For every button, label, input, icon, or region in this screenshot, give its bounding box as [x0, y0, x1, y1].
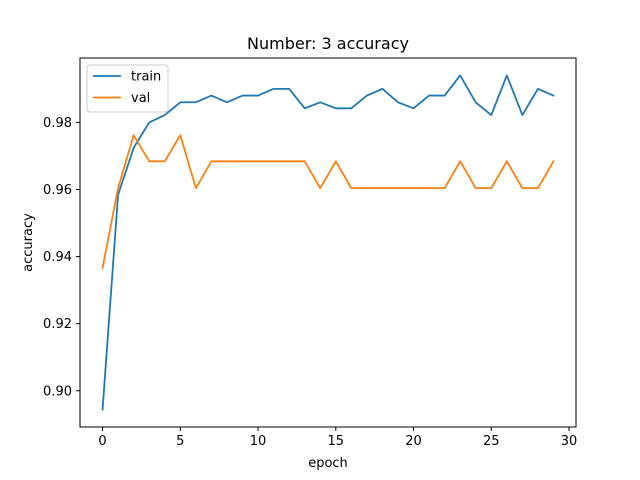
- y-tick-label: 0.96: [43, 183, 72, 198]
- y-tick-label: 0.98: [43, 116, 72, 131]
- chart-title: Number: 3 accuracy: [247, 34, 409, 53]
- x-tick-label: 5: [176, 434, 184, 449]
- x-axis-title: epoch: [308, 456, 348, 471]
- x-axis: 0 5 10 15 20 25 30: [98, 427, 577, 449]
- legend-label-val: val: [131, 91, 150, 106]
- x-tick-label: 25: [483, 434, 500, 449]
- y-tick-label: 0.90: [43, 384, 72, 399]
- legend-label-train: train: [131, 70, 161, 85]
- x-tick-label: 30: [561, 434, 578, 449]
- plot-area: [101, 74, 555, 411]
- plot-frame: [79, 57, 577, 428]
- series-line-val: [101, 134, 555, 270]
- y-tick-label: 0.92: [43, 317, 72, 332]
- x-tick-label: 20: [405, 434, 422, 449]
- legend: train val: [86, 64, 169, 113]
- y-axis-title: accuracy: [21, 213, 36, 272]
- y-axis: 0.90 0.92 0.94 0.96 0.98: [43, 116, 80, 399]
- x-tick-label: 0: [98, 434, 106, 449]
- y-tick-label: 0.94: [43, 250, 72, 265]
- series-line-train: [101, 74, 555, 411]
- x-tick-label: 15: [328, 434, 345, 449]
- x-tick-label: 10: [250, 434, 267, 449]
